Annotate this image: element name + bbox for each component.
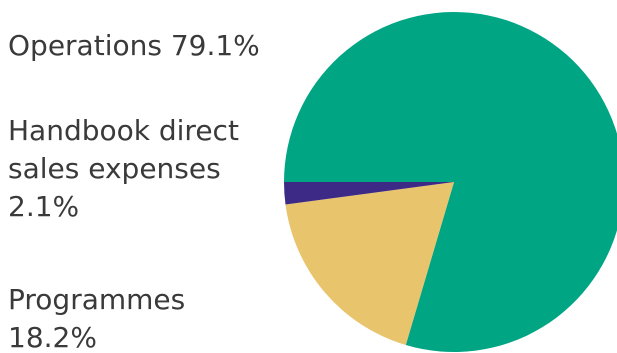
- label-handbook-line-3: 2.1%: [8, 190, 80, 223]
- pie-slice-operations: [284, 12, 617, 352]
- label-handbook-direct-sales-expenses: Handbook direct sales expenses 2.1%: [8, 112, 239, 226]
- label-programmes-line-1: Programmes: [8, 283, 186, 316]
- label-handbook-line-2: sales expenses: [8, 152, 221, 185]
- label-operations-line-1: Operations 79.1%: [8, 29, 260, 62]
- label-programmes: Programmes 18.2%: [8, 281, 185, 353]
- label-operations: Operations 79.1%: [8, 27, 260, 65]
- label-programmes-line-2: 18.2%: [8, 321, 97, 353]
- label-handbook-line-1: Handbook direct: [8, 114, 239, 147]
- pie-slice-handbook-direct-sales-expenses: [284, 182, 454, 205]
- pie-slice-programmes: [285, 182, 454, 346]
